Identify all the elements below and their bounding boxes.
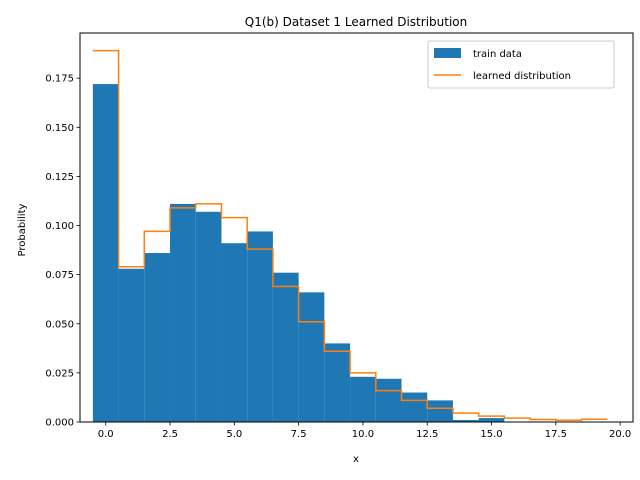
- bar-9: [324, 343, 351, 422]
- x-tick-label: 17.5: [545, 429, 567, 440]
- x-axis-label: x: [353, 454, 359, 465]
- legend: train data learned distribution: [427, 40, 615, 89]
- legend-label-learned-distribution: learned distribution: [473, 71, 571, 82]
- x-tick-label: 7.5: [291, 429, 307, 440]
- x-tick-label: 5.0: [226, 429, 242, 440]
- bar-4: [195, 211, 222, 422]
- x-tick-label: 10.0: [352, 429, 374, 440]
- learned-distribution-line: [92, 49, 608, 421]
- bar-13: [427, 400, 453, 422]
- x-tick-label: 2.5: [162, 429, 178, 440]
- bar-1: [118, 268, 145, 422]
- x-tick-label: 20.0: [609, 429, 631, 440]
- y-tick-label: 0.025: [45, 368, 74, 379]
- axes-frame: [79, 32, 634, 423]
- bar-15: [478, 418, 505, 422]
- bar-0: [92, 84, 119, 422]
- y-tick-label: 0.100: [45, 221, 74, 232]
- bar-3: [170, 203, 196, 422]
- bar-6: [247, 231, 273, 422]
- y-tick-label: 0.175: [45, 74, 74, 85]
- bar-11: [375, 378, 402, 422]
- legend-swatch-train-data: [434, 48, 461, 58]
- legend-box: [427, 40, 615, 89]
- bars-layer: [92, 84, 505, 422]
- x-tick-label: 0.0: [98, 429, 114, 440]
- x-tick-label: 15.0: [480, 429, 502, 440]
- x-tick-label: 12.5: [416, 429, 438, 440]
- bar-12: [401, 392, 428, 422]
- y-axis-label: Probability: [17, 203, 28, 256]
- bar-14: [452, 420, 479, 422]
- y-tick-label: 0.075: [45, 270, 74, 281]
- bar-2: [144, 253, 171, 422]
- bar-5: [221, 243, 248, 422]
- y-tick-label: 0.125: [45, 172, 74, 183]
- y-tick-label: 0.050: [45, 319, 74, 330]
- y-tick-label: 0.000: [45, 418, 74, 429]
- chart-title: Q1(b) Dataset 1 Learned Distribution: [245, 15, 468, 29]
- bar-8: [298, 292, 325, 422]
- y-axis: 0.000 0.025 0.050 0.075 0.100 0.125 0.150 0.175: [45, 74, 80, 429]
- x-axis: 0.0 2.5 5.0 7.5 10.0 12.5 15.0 17.5 20.0: [98, 422, 631, 440]
- legend-label-train-data: train data: [473, 49, 522, 60]
- step-line-layer: [92, 49, 608, 421]
- bar-10: [350, 376, 376, 422]
- bar-7: [272, 272, 299, 422]
- y-tick-label: 0.150: [45, 123, 74, 134]
